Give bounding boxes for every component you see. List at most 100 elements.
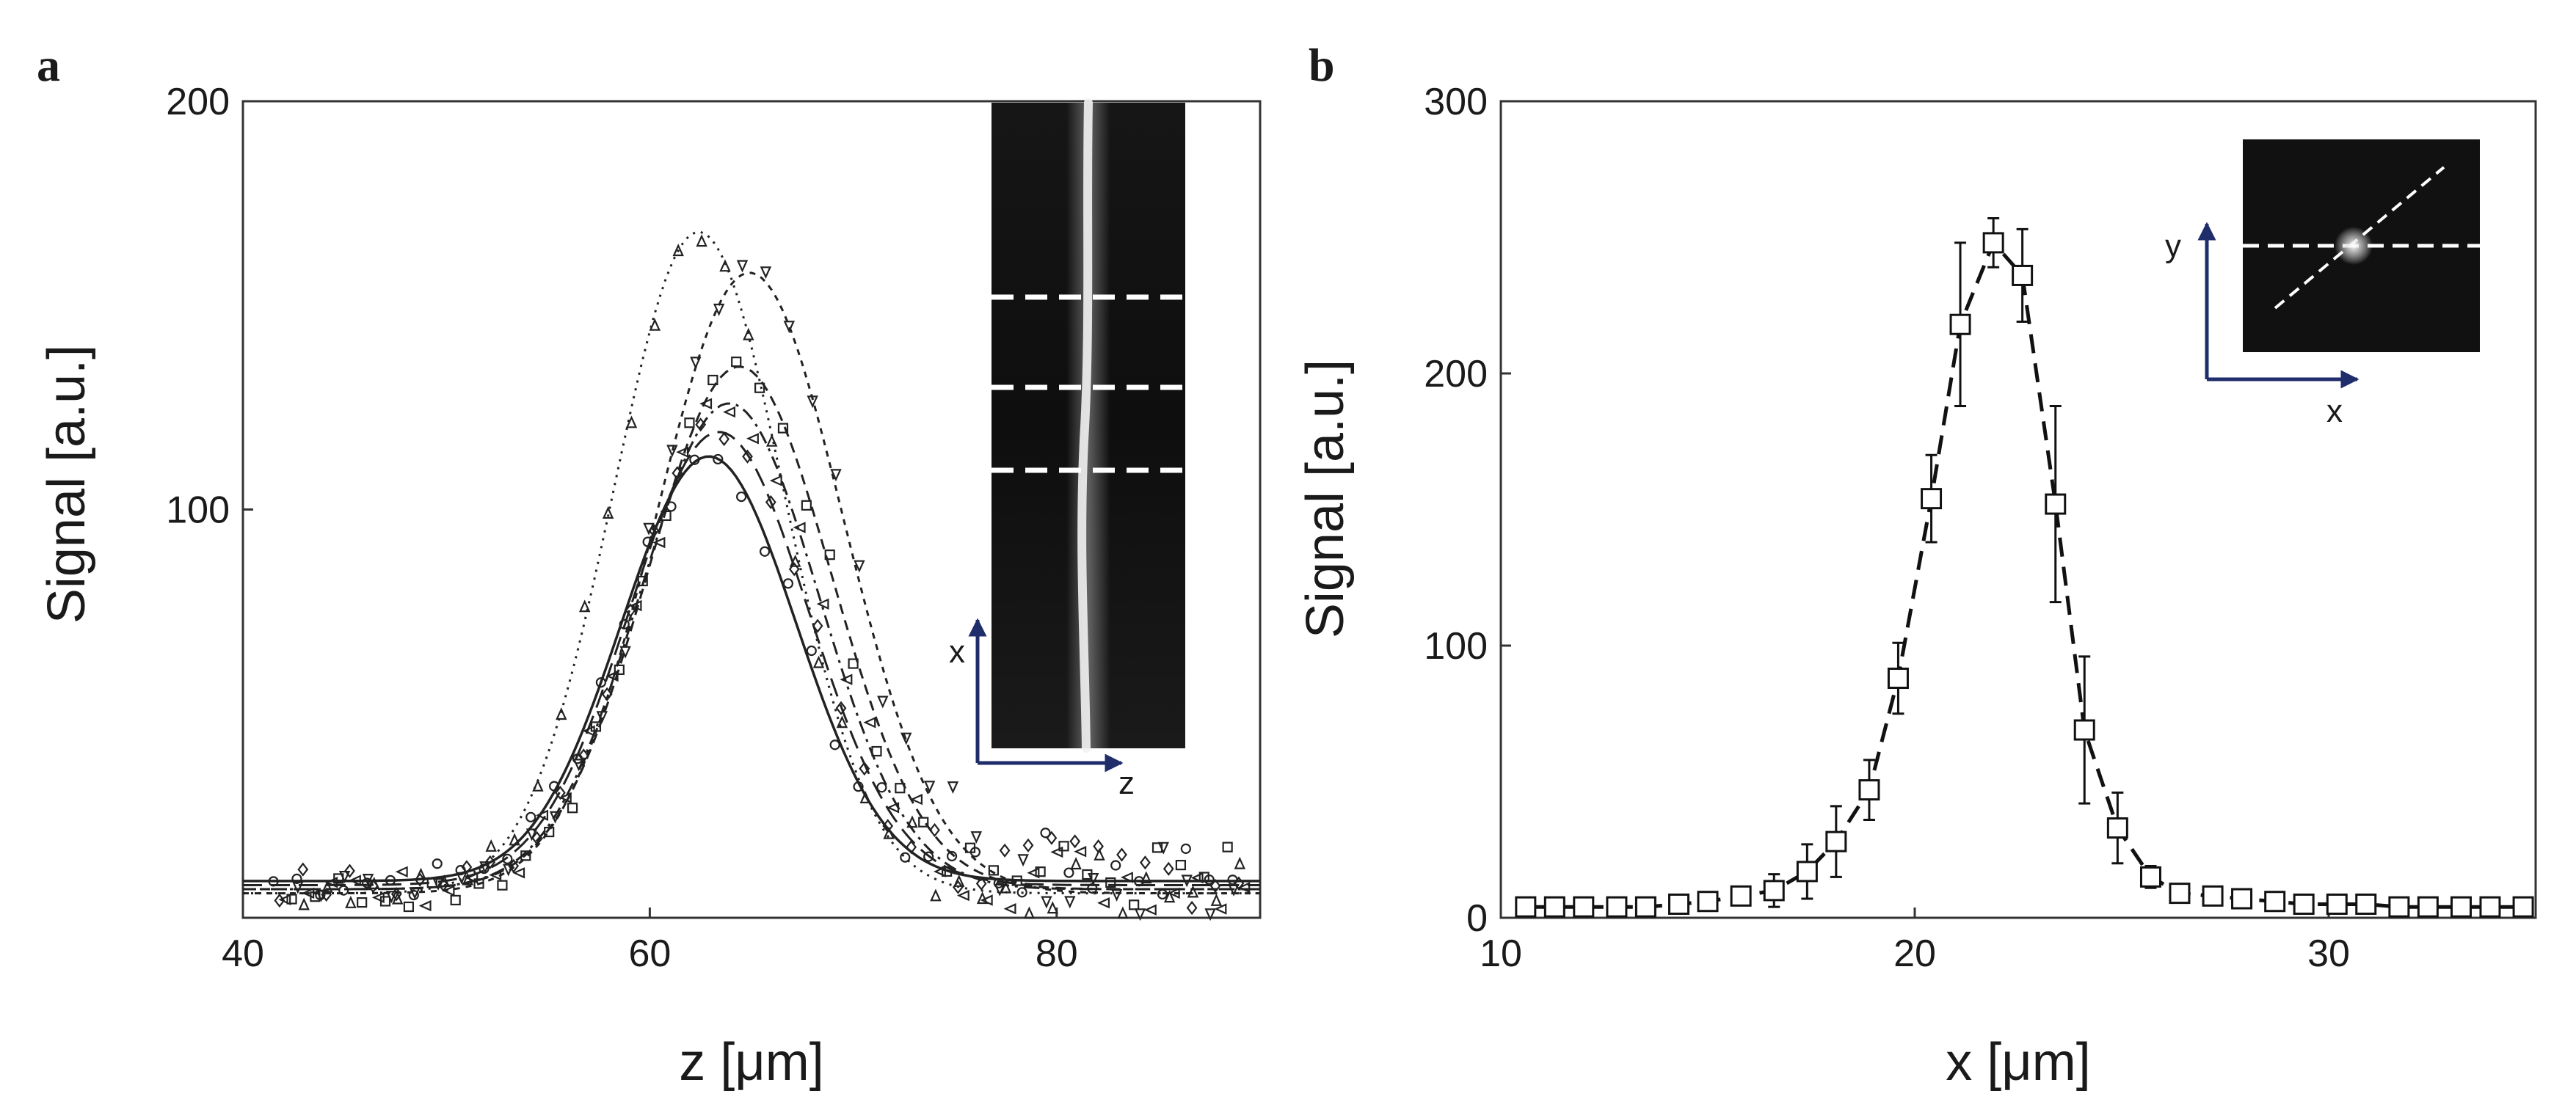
data-point-a: [1117, 906, 1129, 919]
data-point-a: [409, 887, 421, 900]
data-point-a: [1163, 890, 1176, 903]
data-point-a: [297, 862, 309, 877]
data-point-a: [789, 554, 801, 567]
plot-area-a: 40 60 80 100 200: [166, 81, 1262, 975]
data-point-a: [415, 867, 427, 880]
data-point-a: [578, 599, 591, 613]
data-point-a: [1187, 885, 1199, 898]
data-point-a: [863, 717, 876, 729]
data-point-a: [759, 546, 771, 557]
data-point-a: [559, 792, 572, 804]
data-point-a: [403, 901, 415, 913]
data-point-b: [1573, 896, 1595, 918]
data-point-a: [746, 433, 759, 445]
data-point-a: [1069, 834, 1081, 849]
data-point-a: [509, 833, 520, 846]
data-point-a: [536, 809, 549, 822]
data-point-a: [1140, 855, 1151, 870]
data-points-b: [1515, 217, 2534, 918]
data-point-a: [344, 863, 355, 878]
data-point-a: [1105, 877, 1116, 888]
data-point-a: [1094, 847, 1105, 861]
data-point-a: [946, 850, 958, 862]
data-point-a: [1140, 871, 1152, 884]
data-point-a: [859, 761, 870, 776]
data-point-b: [1668, 893, 1690, 915]
data-point-a: [923, 851, 934, 862]
data-point-a: [1181, 875, 1193, 888]
data-point-a: [848, 658, 859, 669]
data-point-a: [292, 881, 304, 894]
data-point-a: [1234, 856, 1246, 869]
data-point-a: [1003, 902, 1016, 915]
data-point-b: [2388, 896, 2410, 918]
data-point-a: [1040, 828, 1051, 839]
inset-image-b: y x: [2165, 139, 2480, 429]
data-point-a: [479, 861, 491, 875]
data-point-b: [2450, 896, 2472, 918]
data-point-b: [1543, 896, 1565, 918]
data-point-a: [1070, 857, 1082, 870]
data-point-b: [1949, 313, 1971, 335]
data-point-a: [1209, 878, 1221, 894]
y-tick-label-b: 200: [1424, 353, 1488, 395]
data-point-a: [695, 417, 707, 432]
data-point-a: [1129, 899, 1140, 910]
x-tick-label-b: 20: [1893, 932, 1936, 975]
data-point-a: [777, 423, 789, 434]
data-point-a: [900, 852, 911, 863]
data-point-a: [930, 888, 942, 902]
data-point-a: [1000, 880, 1012, 894]
data-point-b: [2169, 883, 2191, 905]
data-point-a: [876, 782, 887, 793]
data-point-a: [807, 395, 818, 409]
inset-x-label-a: x: [949, 634, 965, 670]
inset-y-label-b: y: [2165, 228, 2181, 264]
data-point-a: [1233, 876, 1245, 891]
y-tick-label-a: 100: [166, 489, 230, 532]
data-point-a: [689, 454, 700, 465]
scatter-points-a: [268, 234, 1251, 921]
data-point-a: [1143, 904, 1157, 916]
data-point-a: [824, 549, 835, 561]
data-point-a: [975, 876, 987, 891]
data-point-a: [1163, 861, 1174, 876]
data-point-a: [731, 357, 742, 368]
panel-a: a 40 60 80 100 200 z [μm] Signal [a.u.] x z: [37, 39, 1262, 1092]
data-point-a: [942, 866, 953, 877]
tick-group-b: [1499, 100, 2330, 919]
data-point-b: [2045, 493, 2067, 515]
data-point-a: [829, 740, 840, 751]
data-point-a: [661, 510, 672, 522]
data-point-a: [408, 889, 419, 901]
data-point-a: [900, 732, 912, 745]
data-point-a: [782, 578, 793, 589]
tick-group-a: [241, 100, 1058, 918]
data-point-a: [525, 811, 536, 822]
data-point-a: [395, 866, 408, 878]
data-point-b: [1730, 885, 1752, 907]
data-point-a: [1063, 867, 1074, 878]
data-point-b: [1796, 861, 1818, 883]
data-point-a: [629, 599, 642, 612]
data-point-b: [2073, 719, 2095, 741]
data-point-a: [473, 878, 484, 889]
data-point-a: [652, 536, 666, 549]
data-point-a: [602, 506, 614, 519]
fit-curve-a: [243, 455, 1260, 883]
data-point-a: [625, 603, 636, 618]
data-point-a: [643, 522, 655, 536]
data-point-b: [2355, 893, 2377, 915]
data-point-b: [1763, 880, 1785, 902]
data-point-a: [1134, 908, 1146, 921]
data-point-a: [877, 695, 889, 709]
data-point-b: [2417, 896, 2439, 918]
data-point-a: [321, 887, 332, 902]
data-point-b: [1982, 232, 2004, 254]
y-axis-title-b: Signal [a.u.]: [1296, 359, 1355, 638]
data-point-a: [1180, 843, 1191, 854]
inset-filament-a: [1077, 98, 1093, 753]
data-point-a: [765, 494, 776, 510]
data-point-a: [707, 374, 718, 386]
